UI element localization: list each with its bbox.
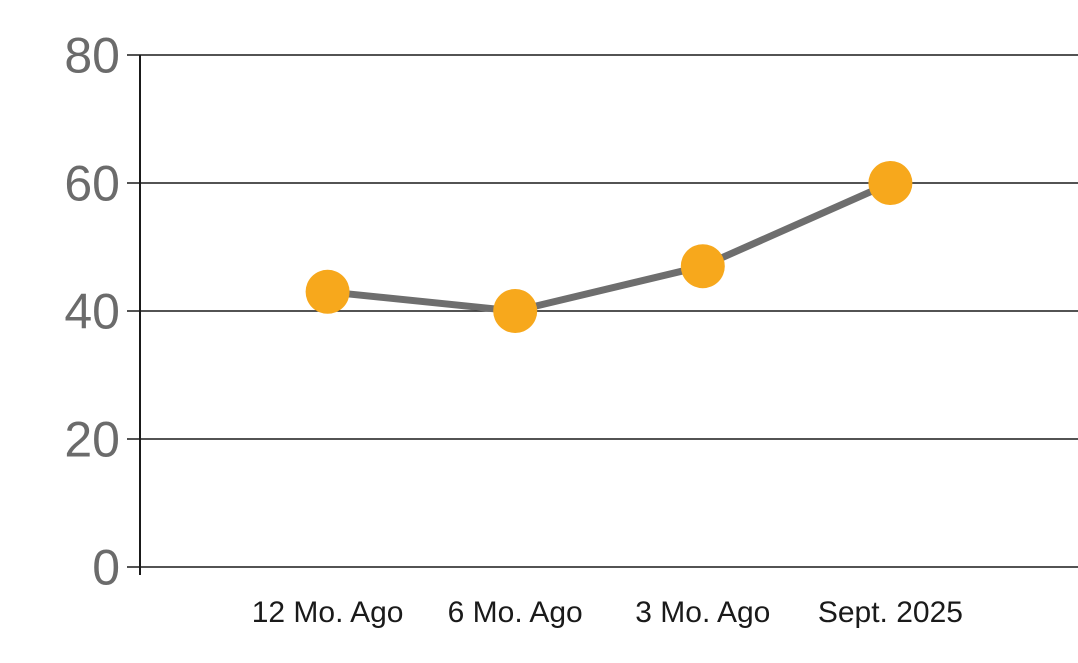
x-tick-label: 6 Mo. Ago xyxy=(448,596,583,629)
y-tick-label: 80 xyxy=(64,28,120,84)
data-point-marker xyxy=(868,161,913,205)
y-tick-label: 40 xyxy=(64,284,120,340)
x-tick-label: 12 Mo. Ago xyxy=(252,596,404,629)
data-point-marker xyxy=(680,244,725,289)
data-point-marker xyxy=(493,289,538,333)
y-tick-label: 0 xyxy=(92,540,120,596)
series-line xyxy=(324,179,894,315)
x-tick-label: 3 Mo. Ago xyxy=(635,596,770,629)
x-tick-label: Sept. 2025 xyxy=(818,596,963,629)
data-point-marker xyxy=(305,269,350,314)
y-tick-label: 60 xyxy=(64,156,120,212)
y-tick-label: 20 xyxy=(64,412,120,468)
